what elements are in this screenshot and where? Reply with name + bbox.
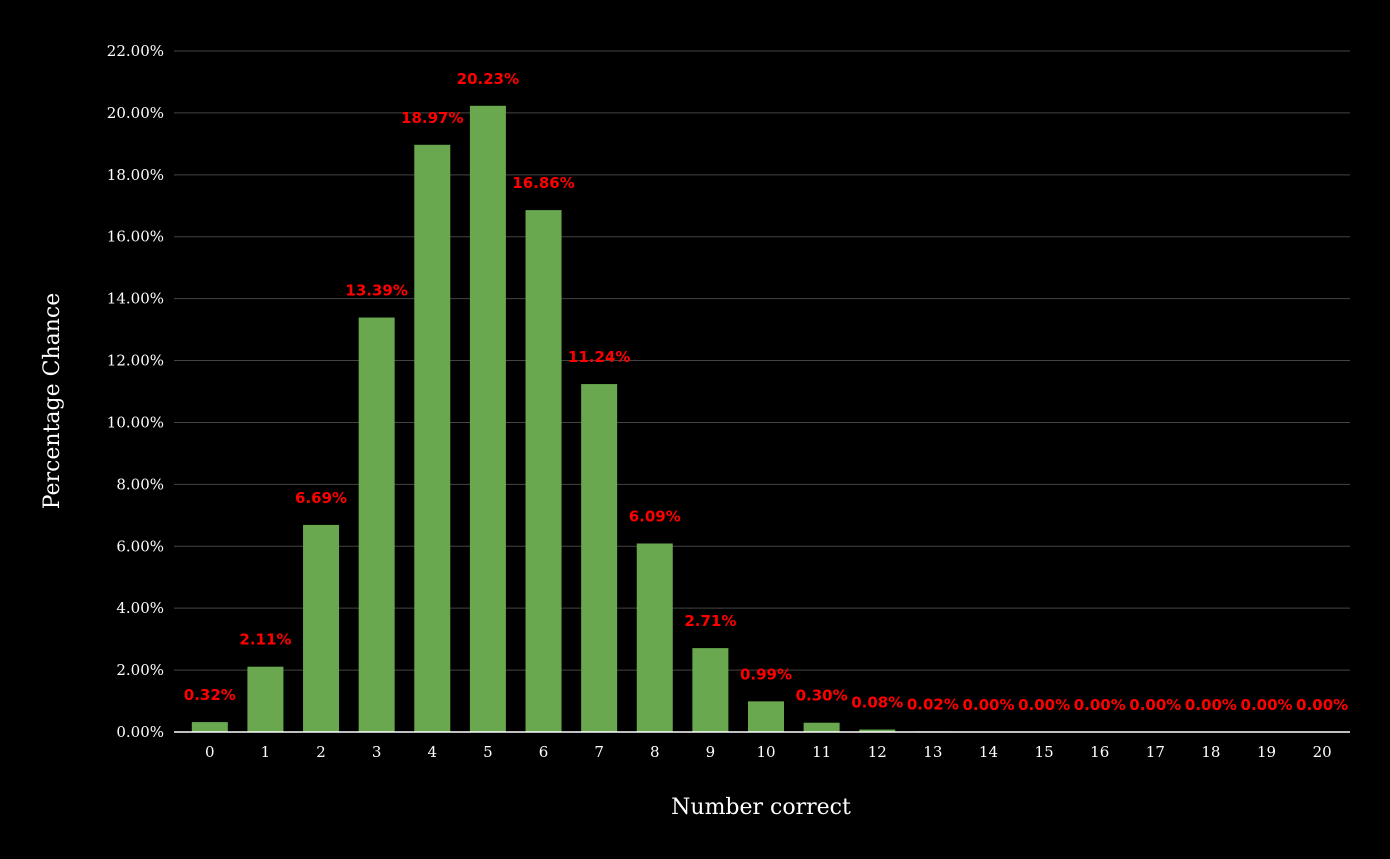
- y-tick-label: 22.00%: [107, 42, 164, 60]
- data-label: 20.23%: [457, 70, 519, 88]
- x-tick-label: 19: [1257, 743, 1276, 761]
- data-labels: 0.32% 2.11% 6.69% 13.39% 18.97% 20.23% 16.86% 1…: [184, 70, 1348, 714]
- data-label: 0.30%: [796, 687, 848, 705]
- data-label: 0.00%: [1185, 696, 1237, 714]
- y-tick-label: 14.00%: [107, 290, 164, 308]
- data-label: 11.24%: [568, 348, 630, 366]
- data-label: 0.32%: [184, 686, 236, 704]
- data-label: 6.69%: [295, 489, 347, 507]
- data-label: 6.09%: [629, 507, 681, 525]
- y-tick-label: 12.00%: [107, 352, 164, 370]
- y-tick-label: 10.00%: [107, 413, 164, 431]
- x-tick-label: 15: [1035, 743, 1054, 761]
- x-tick-label: 2: [316, 743, 326, 761]
- y-tick-label: 20.00%: [107, 104, 164, 122]
- y-tick-label: 18.00%: [107, 166, 164, 184]
- bar: [525, 210, 562, 732]
- x-tick-label: 20: [1313, 743, 1332, 761]
- y-tick-label: 0.00%: [116, 723, 164, 741]
- x-tick-label: 9: [706, 743, 716, 761]
- y-tick-label: 6.00%: [116, 537, 164, 555]
- bar: [692, 648, 729, 732]
- x-tick-label: 7: [594, 743, 604, 761]
- data-label: 0.08%: [851, 694, 903, 712]
- x-tick-label: 0: [205, 743, 215, 761]
- y-tick-label: 4.00%: [116, 599, 164, 617]
- data-label: 0.02%: [907, 695, 959, 713]
- bar: [469, 105, 506, 732]
- data-label: 0.00%: [962, 696, 1014, 714]
- gridlines: [174, 50, 1350, 671]
- x-tick-label: 6: [539, 743, 549, 761]
- y-tick-label: 8.00%: [116, 475, 164, 493]
- data-label: 13.39%: [345, 282, 407, 300]
- data-label: 0.00%: [1296, 696, 1348, 714]
- data-label: 18.97%: [401, 109, 463, 127]
- x-tick-label: 4: [428, 743, 438, 761]
- data-label: 0.99%: [740, 665, 792, 683]
- data-label: 2.11%: [239, 631, 291, 649]
- bar: [414, 144, 451, 733]
- x-tick-label: 13: [923, 743, 942, 761]
- bar: [859, 729, 896, 732]
- data-label: 0.00%: [1129, 696, 1181, 714]
- bar: [247, 666, 284, 732]
- bar: [191, 722, 228, 732]
- x-tick-label: 17: [1146, 743, 1165, 761]
- bar: [581, 384, 618, 732]
- data-label: 16.86%: [512, 174, 574, 192]
- bar: [303, 524, 340, 732]
- y-tick-label: 2.00%: [116, 661, 164, 679]
- x-axis-ticks: 0 1 2 3 4 5 6 7 8 9 10 11 12 13 14 15 16 17 18 19 20: [205, 743, 1332, 761]
- y-axis-ticks: 0.00% 2.00% 4.00% 6.00% 8.00% 10.00% 12.00% 14.…: [107, 42, 164, 741]
- y-tick-label: 16.00%: [107, 228, 164, 246]
- x-tick-label: 16: [1090, 743, 1109, 761]
- x-tick-label: 5: [483, 743, 493, 761]
- x-tick-label: 10: [756, 743, 775, 761]
- x-tick-label: 1: [261, 743, 271, 761]
- x-tick-label: 12: [868, 743, 887, 761]
- data-label: 0.00%: [1074, 696, 1126, 714]
- x-axis-title: Number correct: [671, 795, 851, 820]
- x-tick-label: 18: [1201, 743, 1220, 761]
- data-label: 0.00%: [1018, 696, 1070, 714]
- bars: [191, 105, 951, 733]
- y-axis-title: Percentage Chance: [40, 293, 65, 510]
- bar: [803, 722, 840, 732]
- x-tick-label: 11: [812, 743, 831, 761]
- data-label: 2.71%: [684, 612, 736, 630]
- bar: [748, 701, 784, 732]
- x-tick-label: 3: [372, 743, 382, 761]
- data-label: 0.00%: [1241, 696, 1293, 714]
- x-tick-label: 8: [650, 743, 660, 761]
- bar: [358, 317, 395, 732]
- x-tick-label: 14: [979, 743, 998, 761]
- bar: [636, 543, 673, 732]
